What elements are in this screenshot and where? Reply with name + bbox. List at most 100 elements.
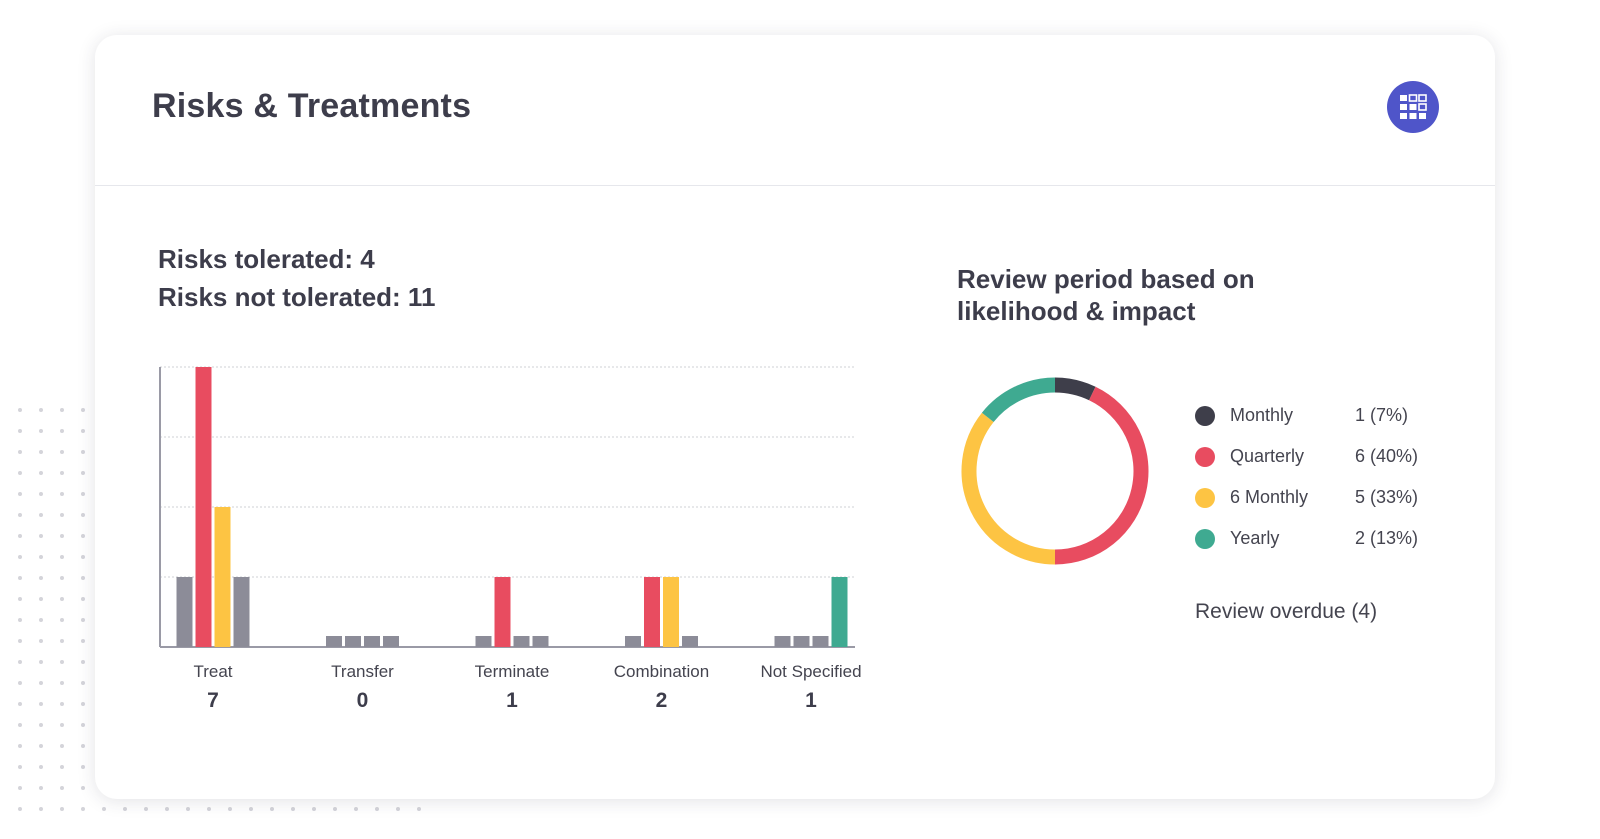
risks-tolerated-text: Risks tolerated: 4 — [158, 244, 375, 274]
bar-quarterly[interactable] — [644, 577, 660, 647]
legend-item-quarterly: Quarterly 6 (40%) — [1195, 436, 1445, 477]
pattern-dot — [39, 744, 43, 748]
bar-quarterly[interactable] — [494, 577, 511, 647]
bar-quarterly[interactable] — [195, 367, 212, 647]
bar-empty-placeholder — [345, 636, 361, 647]
pattern-dot — [39, 618, 43, 622]
pattern-dot — [18, 471, 22, 475]
bar-empty-placeholder — [513, 636, 530, 647]
bar-monthly[interactable] — [176, 577, 193, 647]
pattern-dot — [18, 744, 22, 748]
donut-title-line-1: Review period based on — [957, 264, 1255, 294]
category-total: 7 — [207, 689, 219, 712]
bar-empty-placeholder — [475, 636, 492, 647]
pattern-dot — [60, 786, 64, 790]
pattern-dot — [123, 807, 127, 811]
bar-6-monthly[interactable] — [214, 507, 231, 647]
pattern-dot — [60, 639, 64, 643]
pattern-dot — [39, 576, 43, 580]
bar-empty-placeholder — [364, 636, 380, 647]
pattern-dot — [60, 576, 64, 580]
pattern-dot — [186, 807, 190, 811]
pattern-dot — [60, 597, 64, 601]
x-tick-label: Not Specified — [760, 662, 861, 681]
bar-yearly[interactable] — [831, 577, 848, 647]
x-tick-label: Terminate — [475, 662, 550, 681]
grid-menu-button[interactable] — [1387, 81, 1439, 133]
pattern-dot — [60, 429, 64, 433]
legend-value: 6 (40%) — [1355, 446, 1419, 466]
pattern-dot — [39, 660, 43, 664]
pattern-dot — [60, 534, 64, 538]
pattern-dot — [39, 450, 43, 454]
donut-slice-yearly[interactable] — [981, 377, 1056, 423]
pattern-dot — [18, 807, 22, 811]
legend-dot-yearly — [1195, 528, 1215, 549]
pattern-dot — [333, 807, 337, 811]
legend-item-yearly: Yearly 2 (13%) — [1195, 518, 1445, 559]
bar-yearly[interactable] — [233, 577, 250, 647]
pattern-dot — [60, 513, 64, 517]
pattern-dot — [81, 408, 85, 412]
pattern-dot — [18, 408, 22, 412]
pattern-dot — [18, 765, 22, 769]
pattern-dot — [18, 597, 22, 601]
pattern-dot — [60, 471, 64, 475]
pattern-dot — [39, 597, 43, 601]
bar-empty-placeholder — [383, 636, 399, 647]
donut-slice-6-monthly[interactable] — [961, 412, 1056, 565]
pattern-dot — [375, 807, 379, 811]
pattern-dot — [81, 534, 85, 538]
bar-6-monthly[interactable] — [663, 577, 679, 647]
card-title: Risks & Treatments — [152, 87, 472, 125]
bar-empty-placeholder — [625, 636, 641, 647]
review-overdue-link[interactable]: Review overdue (4) — [1195, 600, 1378, 623]
category-total: 1 — [805, 689, 817, 712]
pattern-dot — [39, 471, 43, 475]
donut-slice-monthly[interactable] — [1054, 377, 1096, 401]
pattern-dot — [60, 492, 64, 496]
pattern-dot — [18, 786, 22, 790]
pattern-dot — [60, 408, 64, 412]
pattern-dot — [60, 744, 64, 748]
legend-value: 2 (13%) — [1355, 528, 1419, 548]
legend-dot-6-monthly — [1195, 487, 1215, 508]
category-total: 0 — [357, 689, 369, 712]
pattern-dot — [18, 492, 22, 496]
pattern-dot — [81, 807, 85, 811]
pattern-dot — [39, 681, 43, 685]
pattern-dot — [60, 807, 64, 811]
bar-empty-placeholder — [793, 636, 810, 647]
x-tick-label: Treat — [193, 662, 232, 681]
donut-slice-quarterly[interactable] — [1054, 386, 1149, 565]
legend-dot-quarterly — [1195, 446, 1215, 467]
pattern-dot — [81, 597, 85, 601]
pattern-dot — [60, 765, 64, 769]
pattern-dot — [81, 618, 85, 622]
legend-label: 6 Monthly — [1230, 487, 1309, 507]
pattern-dot — [39, 639, 43, 643]
pattern-dot — [270, 807, 274, 811]
category-total: 1 — [506, 689, 518, 712]
pattern-dot — [60, 618, 64, 622]
pattern-dot — [18, 555, 22, 559]
pattern-dot — [60, 660, 64, 664]
risk-stats: Risks tolerated: 4 Risks not tolerated: … — [158, 240, 435, 316]
risks-treatments-card: Risks & Treatments Risks tolerated: 4 Ri… — [95, 35, 1495, 799]
pattern-dot — [60, 681, 64, 685]
x-tick-label: Transfer — [331, 662, 394, 681]
pattern-dot — [81, 723, 85, 727]
pattern-dot — [207, 807, 211, 811]
legend-value: 1 (7%) — [1355, 405, 1409, 425]
pattern-dot — [81, 471, 85, 475]
review-period-donut-chart — [961, 377, 1149, 565]
pattern-dot — [18, 618, 22, 622]
pattern-dot — [81, 576, 85, 580]
grid-icon — [1400, 94, 1427, 119]
pattern-dot — [81, 786, 85, 790]
pattern-dot — [396, 807, 400, 811]
risks-not-tolerated-text: Risks not tolerated: 11 — [158, 282, 436, 312]
pattern-dot — [60, 450, 64, 454]
pattern-dot — [81, 429, 85, 433]
pattern-dot — [291, 807, 295, 811]
